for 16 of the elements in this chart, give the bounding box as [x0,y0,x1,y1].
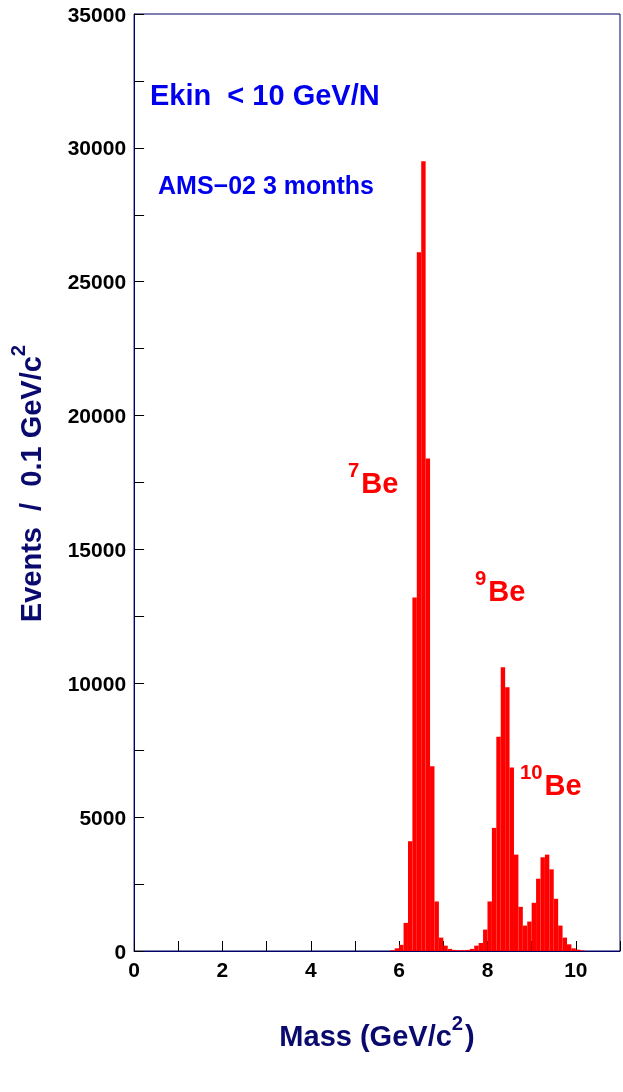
y-tick-label: 25000 [67,270,127,294]
y-tick-label: 30000 [67,136,127,160]
x-tick-label: 6 [393,958,405,981]
x-tick-label: 8 [481,958,494,981]
y-tick-label: 5000 [79,805,127,829]
y-tick-label: 15000 [67,537,127,561]
y-axis-title: Events / 0.1 GeV/c2 [7,344,48,623]
annotation: Ekin < 10 GeV/N [150,78,380,111]
y-tick-label: 20000 [67,404,127,428]
x-tick-label: 4 [304,958,317,981]
x-tick-label: 10 [564,958,588,981]
x-tick-label: 2 [216,958,229,981]
annotation: AMS−02 3 months [158,170,375,199]
y-tick-label: 35000 [67,2,127,26]
y-tick-label: 10000 [67,671,127,695]
y-tick-label: 0 [114,939,127,963]
